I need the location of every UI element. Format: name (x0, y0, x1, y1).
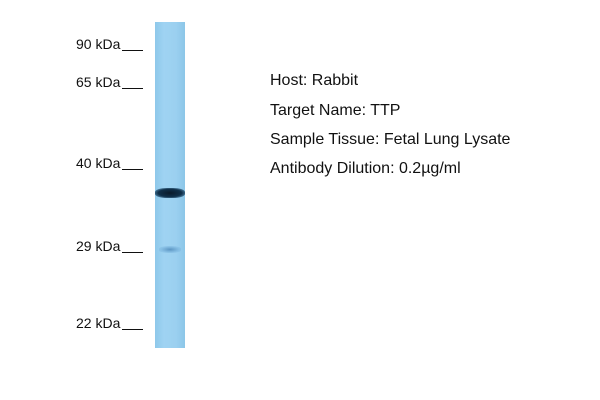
marker-65kda: 65 kDa (76, 74, 144, 90)
host-label: Host: Rabbit (270, 72, 359, 89)
antibody-dilution-label: Antibody Dilution: 0.2µg/ml (270, 160, 461, 177)
target-name-label: Target Name: TTP (270, 102, 401, 119)
marker-22kda: 22 kDa (76, 315, 144, 331)
marker-29kda: 29 kDa (76, 238, 144, 254)
marker-tick (122, 88, 144, 89)
faint-band (159, 246, 181, 253)
sample-tissue-label: Sample Tissue: Fetal Lung Lysate (270, 131, 511, 148)
marker-90kda: 90 kDa (76, 36, 144, 52)
main-band (155, 188, 185, 198)
marker-tick (122, 329, 144, 330)
marker-40kda: 40 kDa (76, 155, 144, 171)
marker-tick (122, 169, 144, 170)
blot-lane (155, 22, 185, 348)
marker-tick (122, 252, 144, 253)
marker-tick (122, 50, 144, 51)
